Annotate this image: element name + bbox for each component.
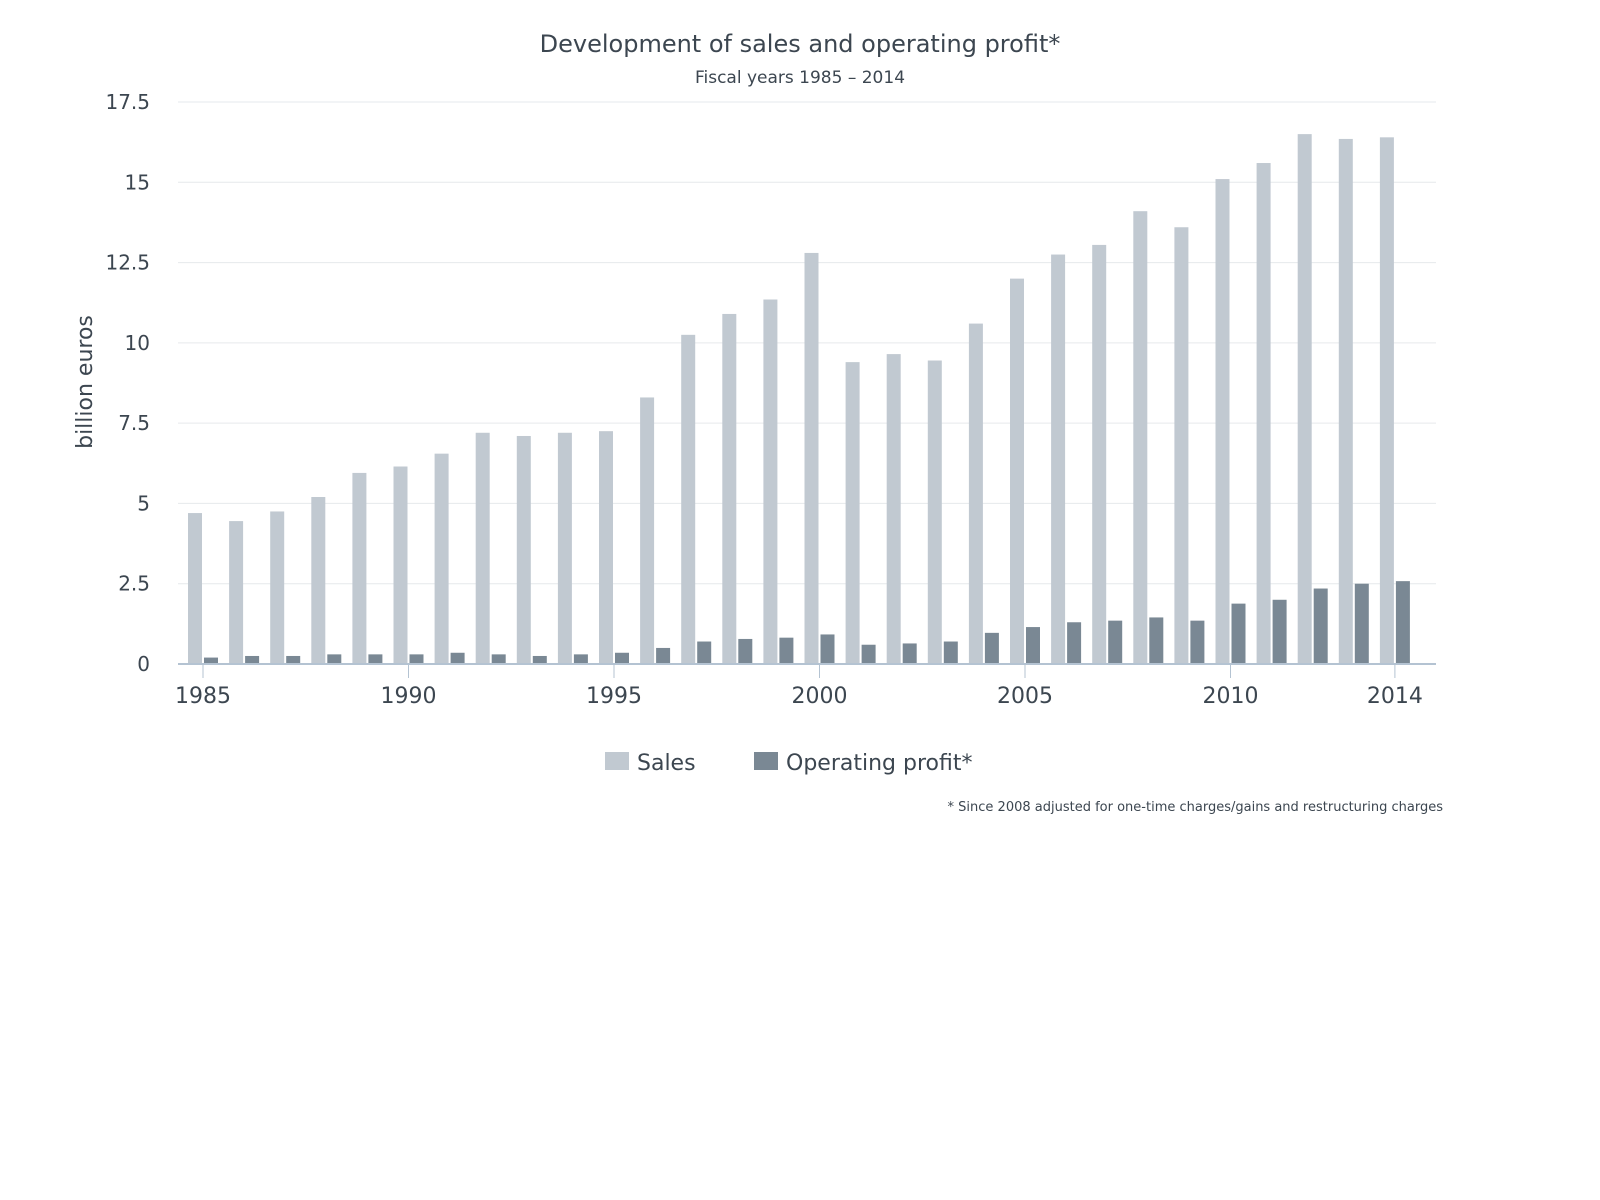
bar-sales-1987 bbox=[270, 511, 285, 664]
bar-sales-2014 bbox=[1379, 137, 1394, 665]
bar-sales-2010 bbox=[1215, 179, 1230, 664]
bar-profit-2007 bbox=[1108, 620, 1123, 664]
x-tick-label: 2000 bbox=[792, 684, 848, 709]
bar-sales-1988 bbox=[311, 497, 326, 664]
bar-sales-2009 bbox=[1174, 227, 1189, 664]
chart-subtitle: Fiscal years 1985 – 2014 bbox=[695, 68, 905, 88]
bar-sales-1995 bbox=[599, 431, 613, 664]
y-tick-label: 15 bbox=[125, 170, 150, 194]
bar-sales-1986 bbox=[229, 521, 244, 664]
bar-profit-1995 bbox=[615, 652, 629, 664]
bar-profit-2004 bbox=[984, 632, 999, 664]
bar-profit-2001 bbox=[861, 644, 876, 664]
bar-profit-1986 bbox=[245, 655, 260, 664]
bar-sales-2003 bbox=[927, 360, 942, 664]
bar-profit-1987 bbox=[286, 655, 301, 664]
bar-profit-2013 bbox=[1354, 583, 1369, 664]
bar-profit-2008 bbox=[1149, 617, 1164, 664]
bar-sales-1991 bbox=[434, 453, 449, 664]
bar-sales-1998 bbox=[722, 313, 737, 664]
bar-sales-2001 bbox=[845, 362, 860, 664]
bar-sales-2007 bbox=[1092, 244, 1107, 664]
bar-profit-1999 bbox=[779, 637, 794, 664]
bar-profit-1989 bbox=[368, 654, 383, 664]
bar-profit-1992 bbox=[491, 654, 506, 664]
bar-sales-1997 bbox=[681, 334, 696, 664]
x-tick-label: 2005 bbox=[997, 684, 1053, 709]
legend-swatch-sales bbox=[605, 752, 629, 770]
x-tick-label: 2014 bbox=[1367, 684, 1423, 709]
bar-sales-2012 bbox=[1297, 134, 1312, 665]
bar-sales-1994 bbox=[557, 432, 572, 664]
legend-label-profit: Operating profit* bbox=[786, 751, 972, 776]
bar-sales-2008 bbox=[1133, 211, 1148, 664]
bar-sales-2005 bbox=[1010, 278, 1024, 664]
y-axis-ticks: 0 2.5 5 7.5 10 12.5 15 17.5 bbox=[105, 90, 150, 676]
bar-profit-1988 bbox=[327, 654, 342, 664]
legend: Sales Operating profit* bbox=[605, 751, 972, 776]
x-tick-label: 1985 bbox=[175, 684, 231, 709]
y-tick-label: 2.5 bbox=[118, 572, 150, 596]
bar-sales-1989 bbox=[352, 472, 367, 664]
y-tick-label: 17.5 bbox=[105, 90, 150, 114]
bar-sales-2000 bbox=[804, 252, 819, 665]
bar-sales-1992 bbox=[475, 432, 490, 664]
y-tick-label: 0 bbox=[137, 652, 150, 676]
bar-sales-1993 bbox=[516, 435, 531, 664]
bar-profit-2009 bbox=[1190, 620, 1205, 664]
y-tick-label: 12.5 bbox=[105, 251, 150, 275]
y-axis-label: billion euros bbox=[73, 315, 98, 449]
bar-profit-1993 bbox=[532, 655, 547, 664]
bar-profit-2005 bbox=[1026, 627, 1040, 664]
bar-sales-1985 bbox=[188, 513, 202, 664]
bar-profit-2012 bbox=[1313, 588, 1328, 664]
bar-profit-2010 bbox=[1231, 603, 1246, 664]
bar-sales-1999 bbox=[763, 299, 778, 664]
bar-profit-1998 bbox=[738, 638, 753, 664]
footnote: * Since 2008 adjusted for one-time charg… bbox=[948, 800, 1444, 815]
bar-sales-2011 bbox=[1256, 163, 1271, 664]
y-tick-label: 7.5 bbox=[118, 411, 150, 435]
bar-profit-2006 bbox=[1067, 622, 1082, 664]
bar-profit-2014 bbox=[1395, 581, 1410, 664]
bars bbox=[188, 134, 1410, 665]
bar-profit-2011 bbox=[1272, 599, 1287, 664]
bar-sales-2004 bbox=[968, 323, 983, 664]
y-tick-label: 5 bbox=[137, 491, 150, 515]
bar-profit-2000 bbox=[820, 634, 835, 664]
y-tick-label: 10 bbox=[125, 331, 150, 355]
bar-profit-1985 bbox=[204, 657, 218, 664]
bar-sales-2013 bbox=[1338, 138, 1353, 665]
bar-profit-1990 bbox=[409, 654, 424, 664]
bar-profit-2003 bbox=[943, 641, 958, 664]
bar-profit-1997 bbox=[697, 641, 712, 664]
bar-sales-1990 bbox=[393, 466, 408, 664]
bar-profit-1994 bbox=[573, 654, 588, 664]
x-tick-label: 1990 bbox=[381, 684, 437, 709]
x-tick-label: 1995 bbox=[586, 684, 642, 709]
legend-label-sales: Sales bbox=[637, 751, 696, 776]
x-axis-ticks: 1985 1990 1995 2000 2005 2010 2014 bbox=[175, 664, 1423, 709]
chart-title: Development of sales and operating profi… bbox=[540, 30, 1061, 58]
bar-profit-1991 bbox=[450, 652, 465, 664]
bar-sales-2002 bbox=[886, 354, 901, 664]
legend-swatch-profit bbox=[754, 752, 778, 770]
bar-profit-2002 bbox=[902, 643, 917, 664]
bar-profit-1996 bbox=[656, 647, 671, 664]
bar-sales-1996 bbox=[640, 397, 655, 664]
bar-sales-2006 bbox=[1051, 254, 1066, 665]
x-tick-label: 2010 bbox=[1203, 684, 1259, 709]
